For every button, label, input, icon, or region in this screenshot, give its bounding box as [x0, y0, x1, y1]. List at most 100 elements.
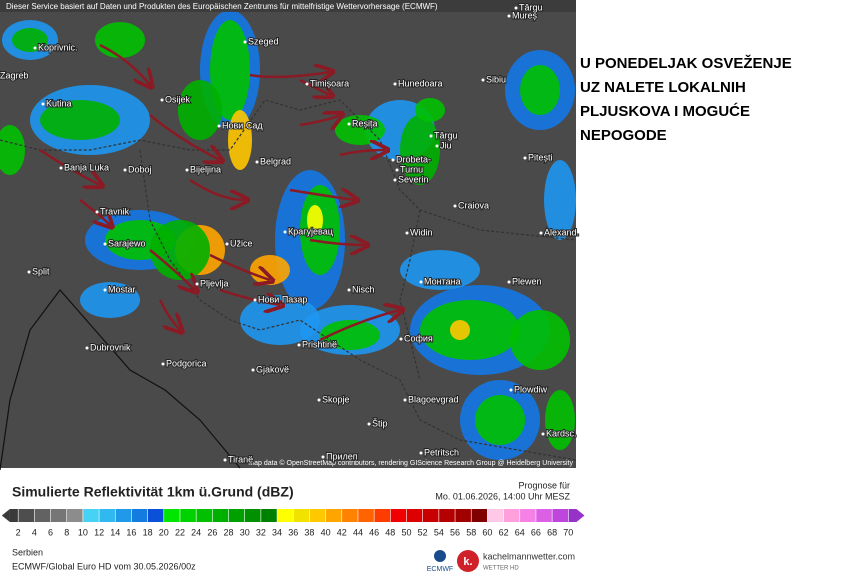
- colorbar-segment: [341, 509, 358, 522]
- city-dot: [393, 82, 397, 86]
- headline-line: PLJUSKOVA I MOGUĆE: [580, 102, 750, 120]
- city-dot: [255, 160, 259, 164]
- radar-echo: [544, 160, 576, 240]
- city-label: Timișoara: [310, 78, 349, 88]
- city-label: Plowdiw: [514, 384, 548, 394]
- radar-echo: [400, 115, 440, 185]
- city-label: Alexand.: [544, 227, 579, 237]
- city-label: Turnu: [400, 164, 423, 174]
- logo-letter: k.: [463, 556, 472, 568]
- city-dot: [435, 144, 439, 148]
- city-label: Sarajewo: [108, 238, 146, 248]
- colorbar-segment: [228, 509, 245, 522]
- city-label: Bijeljina: [190, 164, 221, 174]
- colorbar-tick-label: 20: [159, 527, 169, 537]
- radar-echo: [545, 390, 575, 450]
- city-dot: [217, 124, 221, 128]
- colorbar-segment: [82, 509, 100, 522]
- city-label: Reșița: [352, 118, 378, 128]
- city-label: Pljevlja: [200, 278, 229, 288]
- colorbar-tick-label: 46: [369, 527, 379, 537]
- city-dot: [347, 122, 351, 126]
- radar-echo: [510, 310, 570, 370]
- city-dot: [391, 158, 395, 162]
- city-dot: [395, 168, 399, 172]
- headline-line: U PONEDELJAK OSVEŽENJE: [580, 54, 792, 72]
- colorbar-segment: [115, 509, 132, 522]
- colorbar-segment: [390, 509, 407, 522]
- city-label: Widin: [410, 227, 433, 237]
- city-dot: [541, 432, 545, 436]
- colorbar-tick-label: 38: [304, 527, 314, 537]
- colorbar-tick-label: 6: [48, 527, 53, 537]
- radar-echo: [12, 28, 48, 52]
- city-label: Osijek: [165, 94, 191, 104]
- city-label: Craiova: [458, 200, 489, 210]
- colorbar-tick-label: 16: [126, 527, 136, 537]
- radar-echo: [240, 295, 320, 345]
- colorbar-segment: [406, 509, 423, 522]
- city-label: Banja Luka: [64, 162, 109, 172]
- city-dot: [103, 288, 107, 292]
- model-run: ECMWF/Global Euro HD vom 30.05.2026/00z: [12, 561, 196, 571]
- colorbar-segment: [131, 509, 148, 522]
- radar-echo: [80, 282, 140, 318]
- colorbar-segment: [503, 509, 520, 522]
- colorbar-segment: [10, 509, 19, 522]
- city-label: Blagoevgrad: [408, 394, 459, 404]
- colorbar-segment: [438, 509, 456, 522]
- city-dot: [419, 280, 423, 284]
- radar-echo: [520, 65, 560, 115]
- colorbar-segment: [455, 509, 472, 522]
- colorbar-segment: [66, 509, 83, 522]
- brand-sub: WETTER HD: [483, 566, 519, 572]
- city-dot: [283, 230, 287, 234]
- city-label: Mureș: [512, 10, 538, 20]
- colorbar-tick-label: 30: [240, 527, 250, 537]
- forecast-time: Mo. 01.06.2026, 14:00 Uhr MESZ: [435, 491, 570, 501]
- colorbar-segment: [99, 509, 116, 522]
- ecmwf-logo: [434, 550, 446, 562]
- city-label: Нови Пазар: [258, 294, 307, 304]
- colorbar-tick-label: 62: [499, 527, 509, 537]
- city-dot: [195, 282, 199, 286]
- city-label: Крагујевац: [288, 226, 333, 236]
- city-dot: [225, 242, 229, 246]
- radar-echo: [178, 80, 222, 140]
- city-label: Прилеп: [326, 451, 358, 461]
- city-dot: [539, 231, 543, 235]
- colorbar-tick-label: 40: [321, 527, 331, 537]
- city-dot: [185, 168, 189, 172]
- city-dot: [123, 168, 127, 172]
- colorbar-segment: [163, 509, 180, 522]
- city-label: Târgu: [519, 2, 543, 12]
- city-label: Dubrovnik: [90, 342, 131, 352]
- colorbar-segment: [34, 509, 51, 522]
- city-label: Pitești: [528, 152, 553, 162]
- colorbar-segment: [18, 509, 35, 522]
- city-dot: [419, 451, 423, 455]
- city-dot: [507, 280, 511, 284]
- city-label: Szeged: [248, 36, 279, 46]
- colorbar-tick-label: 12: [94, 527, 104, 537]
- city-dot: [367, 422, 371, 426]
- colorbar-segment: [422, 509, 439, 522]
- city-dot: [321, 455, 325, 459]
- city-label: Kardsc.: [546, 428, 577, 438]
- city-label: Belgrad: [260, 156, 291, 166]
- kachelmann-logo: [457, 550, 479, 572]
- colorbar-segment: [374, 509, 391, 522]
- city-label: Sibiu: [486, 74, 506, 84]
- colorbar-segment: [325, 509, 342, 522]
- city-dot: [305, 82, 309, 86]
- radar-echo: [95, 22, 145, 58]
- colorbar-tick-label: 54: [434, 527, 444, 537]
- radar-echo: [40, 100, 120, 140]
- colorbar-tick-label: 52: [418, 527, 428, 537]
- city-dot: [399, 337, 403, 341]
- city-label: Štip: [372, 418, 388, 428]
- service-notice: Dieser Service basiert auf Daten und Pro…: [6, 2, 438, 11]
- colorbar-segment: [50, 509, 67, 522]
- city-dot: [347, 288, 351, 292]
- colorbar-tick-label: 2: [16, 527, 21, 537]
